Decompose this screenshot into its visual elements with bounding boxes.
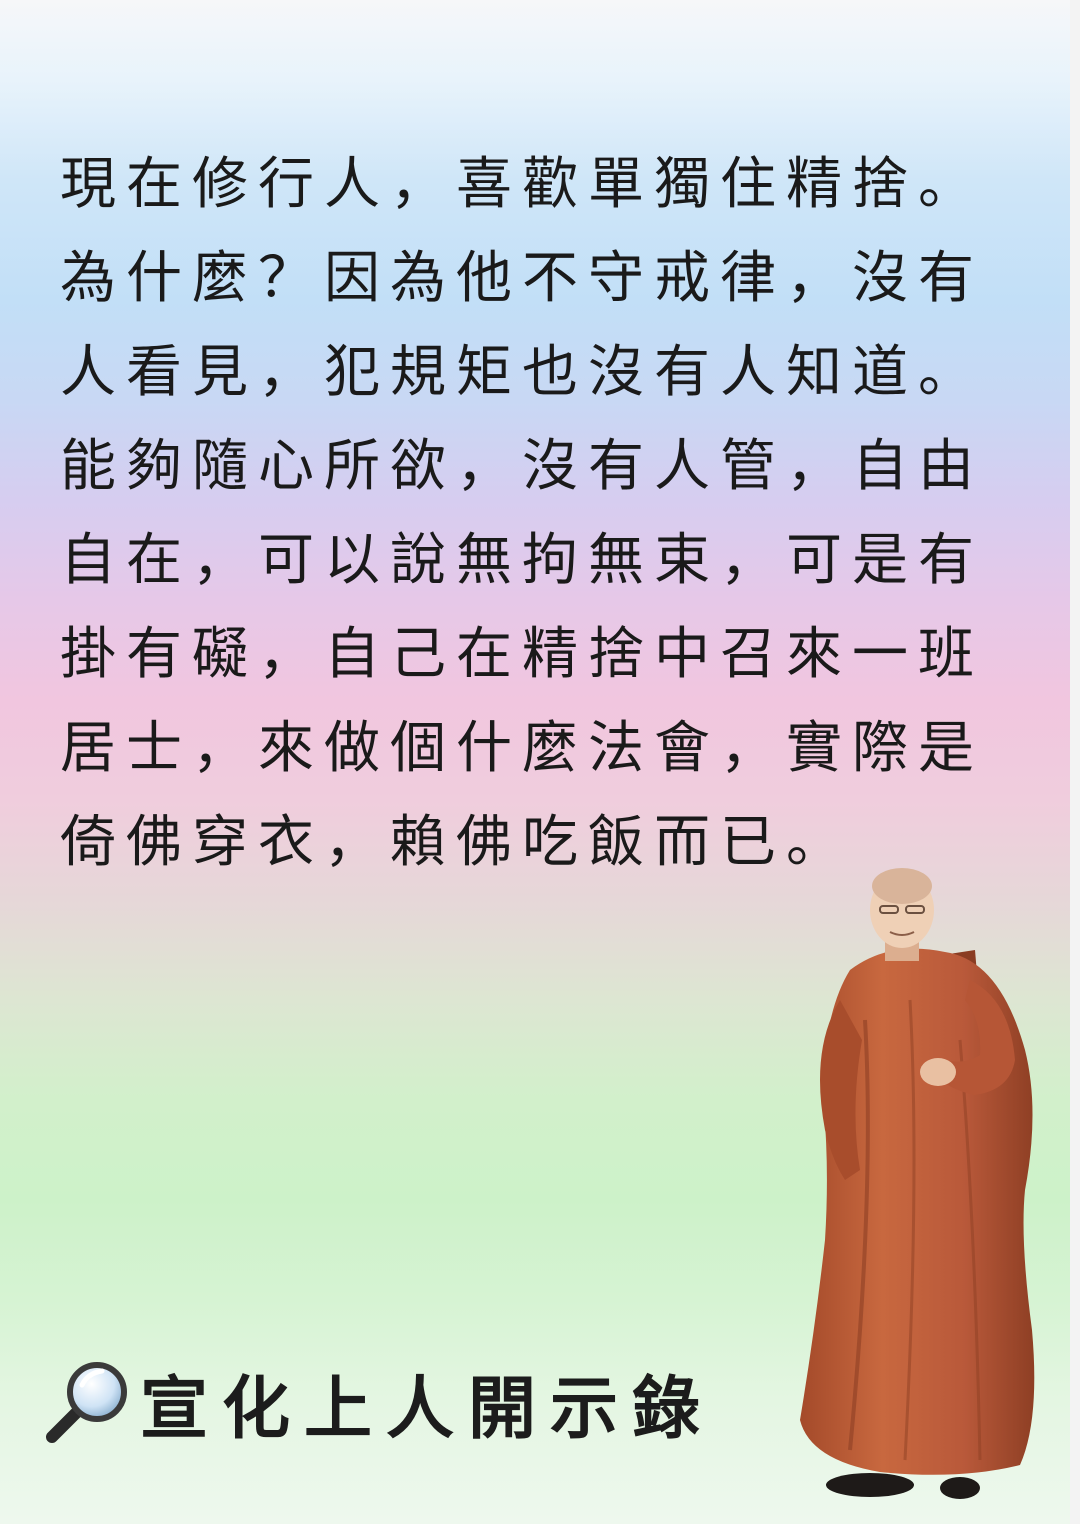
quote-line-5: 自在，可以說無拘無束，可是有 <box>60 528 984 593</box>
quote-text-block: 現在修行人，喜歡單獨住精捨。 為什麼？因為他不守戒律，沒有 人看見，犯規矩也沒有… <box>60 138 1040 890</box>
monk-figure <box>800 868 1035 1499</box>
quote-line-1: 現在修行人，喜歡單獨住精捨。 <box>60 152 984 217</box>
signature-text: 宣化上人開示錄 <box>140 1368 715 1449</box>
quote-line-2: 為什麼？因為他不守戒律，沒有 <box>60 246 984 311</box>
quote-line-3: 人看見，犯規矩也沒有人知道。 <box>60 340 984 405</box>
quote-line-7: 居士，來做個什麼法會，實際是 <box>60 716 984 781</box>
quote-line-8: 倚佛穿衣，賴佛吃飯而已。 <box>60 810 852 875</box>
quote-line-4: 能夠隨心所欲，沒有人管，自由 <box>60 434 984 499</box>
quote-line-6: 掛有礙，自己在精捨中召來一班 <box>60 622 984 687</box>
signature: 宣化上人開示錄 <box>42 1352 714 1452</box>
magnifying-glass-icon <box>46 1362 127 1443</box>
